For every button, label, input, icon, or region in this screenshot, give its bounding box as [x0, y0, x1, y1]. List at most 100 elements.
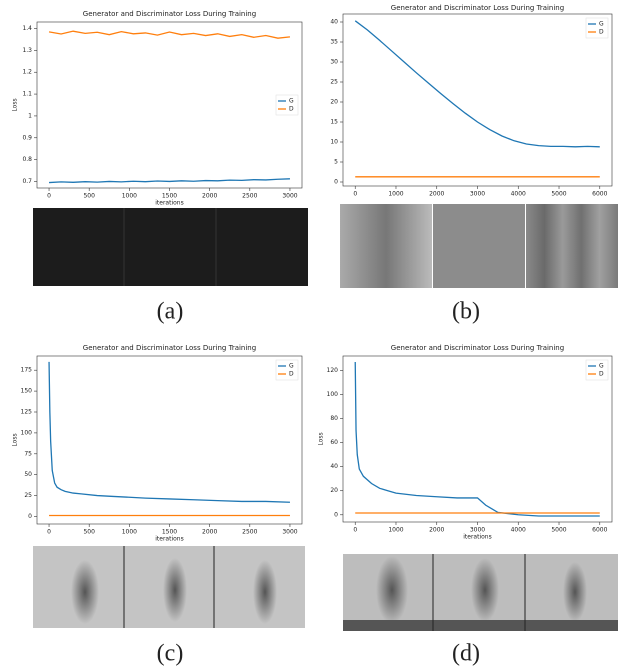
legend-box: [275, 359, 299, 381]
x-tick-label: 1000: [388, 191, 403, 198]
image-b3: [526, 204, 618, 288]
y-tick-label: 0: [28, 513, 32, 520]
y-tick-label: 40: [330, 19, 338, 26]
x-tick-label: 2500: [242, 193, 257, 200]
y-tick-label: 1: [28, 112, 32, 119]
x-tick-label: 0: [47, 193, 51, 200]
chart-title: Generator and Discriminator Loss During …: [391, 4, 564, 12]
y-tick-label: 40: [330, 463, 338, 470]
y-tick-label: 120: [327, 367, 339, 374]
y-tick-label: 35: [330, 39, 338, 46]
legend-box: [275, 94, 299, 116]
image-b2: [433, 204, 525, 288]
x-tick-label: 500: [83, 529, 95, 536]
series-line: [354, 20, 600, 148]
x-axis-label: iterations: [155, 200, 183, 207]
caption: (d): [452, 641, 480, 667]
legend-label: D: [599, 371, 604, 378]
x-tick-label: 3000: [470, 527, 485, 534]
chart: Generator and Discriminator Loss During …: [12, 344, 303, 667]
y-tick-label: 20: [330, 487, 338, 494]
y-axis-label: Loss: [12, 98, 19, 111]
y-tick-label: 125: [21, 409, 33, 416]
y-tick-label: 80: [330, 415, 338, 422]
x-tick-label: 0: [353, 527, 357, 534]
x-tick-label: 5000: [551, 191, 566, 198]
x-axis-label: iterations: [155, 536, 183, 543]
y-axis-label: Loss: [318, 432, 325, 445]
series-line: [49, 178, 290, 184]
y-tick-label: 175: [21, 367, 33, 374]
x-tick-label: 0: [47, 529, 51, 536]
x-tick-label: 2500: [242, 529, 257, 536]
x-tick-label: 3000: [282, 529, 297, 536]
y-tick-label: 60: [330, 439, 338, 446]
y-tick-label: 0.8: [22, 156, 32, 163]
legend-label: D: [289, 106, 294, 113]
y-tick-label: 1.1: [22, 91, 32, 98]
x-tick-label: 1000: [122, 529, 137, 536]
caption: (b): [452, 299, 480, 325]
legend-box: [585, 359, 609, 381]
y-tick-label: 5: [334, 159, 338, 166]
y-tick-label: 0: [334, 511, 338, 518]
legend-label: G: [289, 363, 294, 370]
y-tick-label: 150: [21, 388, 33, 395]
x-tick-label: 2000: [202, 193, 217, 200]
legend-box: [585, 17, 609, 39]
series-line: [48, 30, 291, 39]
x-tick-label: 4000: [511, 527, 526, 534]
x-tick-label: 2000: [202, 529, 217, 536]
x-tick-label: 2000: [429, 191, 444, 198]
x-tick-label: 4000: [511, 191, 526, 198]
legend-label: G: [599, 21, 604, 28]
y-tick-label: 0.7: [22, 178, 32, 185]
y-tick-label: 75: [24, 450, 32, 457]
caption: (a): [157, 299, 184, 325]
y-tick-label: 100: [21, 429, 33, 436]
x-tick-label: 5000: [551, 527, 566, 534]
y-tick-label: 20: [330, 99, 338, 106]
caption: (c): [157, 641, 184, 667]
y-tick-label: 25: [24, 492, 32, 499]
x-tick-label: 1500: [162, 193, 177, 200]
chart-title: Generator and Discriminator Loss During …: [83, 10, 256, 18]
chart-title: Generator and Discriminator Loss During …: [391, 344, 564, 352]
y-tick-label: 15: [330, 119, 338, 126]
series-line: [354, 362, 600, 517]
legend-label: G: [599, 363, 604, 370]
x-tick-label: 6000: [592, 191, 607, 198]
series-line: [48, 361, 290, 503]
plot-frame: [342, 355, 613, 523]
chart: Generator and Discriminator Loss During …: [12, 10, 303, 325]
image-a: [33, 208, 308, 286]
x-tick-label: 1000: [388, 527, 403, 534]
y-tick-label: 1.4: [22, 25, 32, 32]
image-b1: [340, 204, 432, 288]
y-tick-label: 1.2: [22, 69, 32, 76]
x-tick-label: 1500: [162, 529, 177, 536]
y-tick-label: 0: [334, 179, 338, 186]
chart: Generator and Discriminator Loss During …: [318, 344, 613, 667]
x-tick-label: 6000: [592, 527, 607, 534]
legend-label: D: [289, 371, 294, 378]
plot-frame: [342, 13, 613, 187]
legend-label: D: [599, 29, 604, 36]
x-tick-label: 500: [83, 193, 95, 200]
plot-frame: [36, 21, 303, 189]
y-tick-label: 1.3: [22, 47, 32, 54]
y-tick-label: 100: [327, 391, 339, 398]
y-tick-label: 50: [24, 471, 32, 478]
chart: Generator and Discriminator Loss During …: [330, 4, 613, 325]
y-tick-label: 10: [330, 139, 338, 146]
x-tick-label: 0: [353, 191, 357, 198]
x-tick-label: 2000: [429, 527, 444, 534]
y-tick-label: 0.9: [22, 134, 32, 141]
y-axis-label: Loss: [12, 433, 19, 446]
y-tick-label: 25: [330, 79, 338, 86]
x-axis-label: iterations: [463, 534, 491, 541]
legend-label: G: [289, 98, 294, 105]
chart-title: Generator and Discriminator Loss During …: [83, 344, 256, 352]
y-tick-label: 30: [330, 59, 338, 66]
